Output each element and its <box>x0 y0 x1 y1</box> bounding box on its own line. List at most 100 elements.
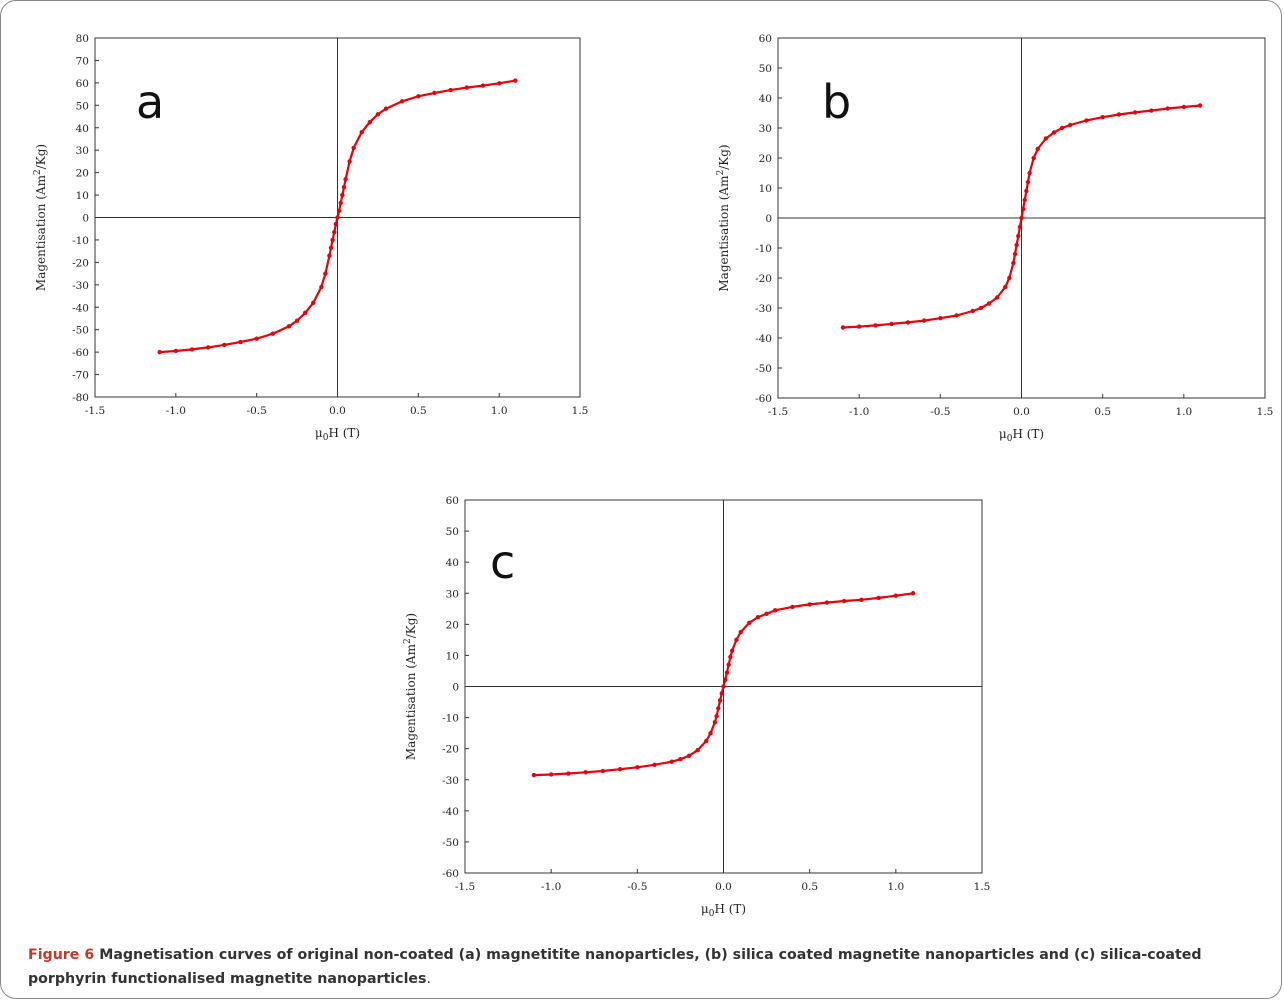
panel-b-x-tick-label: 1.5 <box>1257 406 1274 418</box>
panel-a-y-tick-label: -50 <box>72 325 89 337</box>
panel-b-data-point <box>1132 110 1138 115</box>
panel-a-data-point <box>332 229 337 235</box>
panel-b-data-point <box>1068 122 1073 128</box>
panel-b-data-point <box>1031 155 1036 161</box>
panel-a-data-point <box>513 78 518 83</box>
panel-b-x-tick-label: -1.5 <box>768 406 788 418</box>
panel-b-data-point <box>1014 242 1019 248</box>
panel-b-data-point <box>1181 104 1187 110</box>
panel-b-y-tick-label: 10 <box>759 183 772 195</box>
panel-a-data-point <box>270 331 276 336</box>
panel-a-data-point <box>343 177 348 182</box>
panel-a-data-point <box>338 200 343 206</box>
figure-caption: Figure 6 Magnetisation curves of origina… <box>28 943 1268 991</box>
panel-a-data-point <box>336 208 342 213</box>
panel-a-data-point <box>157 349 162 355</box>
panel-b-data-point <box>889 321 894 327</box>
panel-b-x-axis-title: μ0H (T) <box>999 427 1044 444</box>
panel-c-data-point <box>708 730 713 736</box>
panel-b-data-point <box>905 320 911 325</box>
panel-a-data-point <box>480 83 486 88</box>
panel-a-y-tick-label: 60 <box>76 78 89 90</box>
panel-a-data-point <box>416 94 421 99</box>
panel-a-data-point <box>448 87 453 93</box>
panel-a-data-point <box>327 253 332 258</box>
panel-a-x-tick-label: -1.5 <box>85 405 105 417</box>
panel-c-data-point <box>841 598 847 604</box>
panel-c-data-point <box>910 591 916 596</box>
panel-a-y-tick-label: 50 <box>76 100 89 112</box>
panel-c-data-point <box>723 677 728 682</box>
panel-c-data-point <box>566 771 571 776</box>
panel-b-y-tick-label: 40 <box>759 93 772 105</box>
panel-a-data-point <box>319 284 324 290</box>
panel-a-data-point <box>496 81 502 86</box>
panel-c-data-point <box>734 637 739 643</box>
panel-b-data-point <box>1043 136 1049 141</box>
panel-c-y-tick-label: 10 <box>446 650 459 662</box>
panel-a-y-tick-label: -10 <box>72 235 89 247</box>
panel-b-x-tick-label: 0.0 <box>1013 406 1030 418</box>
panel-a-data-point <box>173 348 179 354</box>
panel-b-y-tick-label: -30 <box>755 303 772 315</box>
panel-c-x-tick-label: 1.0 <box>887 881 904 893</box>
panel-b-data-point <box>1025 179 1031 185</box>
panel-a-data-point <box>347 159 352 164</box>
panel-a-x-tick-label: -1.0 <box>166 405 186 417</box>
panel-a-data-point <box>333 222 339 227</box>
figure-label: Figure 6 <box>28 947 95 963</box>
panel-a-y-tick-label: -30 <box>72 280 89 292</box>
panel-b-y-tick-label: -40 <box>755 333 772 345</box>
panel-b-x-tick-label: -0.5 <box>930 406 950 418</box>
panel-b-data-point <box>1149 108 1154 113</box>
panel-c-data-point <box>859 597 864 602</box>
panel-b-data-point <box>1016 233 1021 239</box>
panel-a-data-point <box>294 318 300 323</box>
panel-b-data-point <box>954 313 959 318</box>
panel-b-y-tick-label: -60 <box>755 393 772 405</box>
panel-c-data-point <box>719 691 724 696</box>
caption-end: . <box>426 971 432 987</box>
panel-b-data-point <box>1165 106 1170 111</box>
panel-c-y-tick-label: 50 <box>446 526 459 538</box>
panel-c-x-tick-label: 0.0 <box>715 881 732 893</box>
panel-c-y-tick-label: 30 <box>446 588 459 600</box>
panel-b-y-tick-label: 30 <box>759 123 772 135</box>
panel-c-y-tick-label: 60 <box>446 495 459 507</box>
panel-b-y-tick-label: 60 <box>759 33 772 45</box>
panel-b-data-point <box>1007 275 1012 281</box>
panel-b-data-point <box>1100 115 1105 120</box>
panel-b-x-tick-label: 1.0 <box>1175 406 1192 418</box>
panel-a-data-point <box>335 215 340 220</box>
panel-a-data-point <box>254 336 259 341</box>
panel-a-data-point <box>367 119 373 125</box>
panel-b-data-point <box>1011 260 1016 266</box>
panel-c-data-point <box>714 713 719 719</box>
panel-b-data-point <box>1022 197 1027 203</box>
panel-a-y-axis-title: Magentisation (Am2/Kg) <box>33 144 48 291</box>
panel-a-x-axis-title: μ0H (T) <box>315 426 360 443</box>
panel-c-data-point <box>738 629 743 635</box>
panel-a-y-tick-label: -40 <box>72 302 89 314</box>
panel-c-data-point <box>773 608 778 613</box>
panel-b-data-point <box>921 318 927 323</box>
panel-c-y-tick-label: -50 <box>442 837 459 849</box>
panel-b-data-point <box>1024 188 1029 194</box>
panel-a-x-tick-label: 1.0 <box>491 405 508 417</box>
panel-c-x-tick-label: -0.5 <box>627 881 647 893</box>
panel-c-data-point <box>728 654 733 660</box>
panel-c-data-point <box>755 614 761 620</box>
panel-c-data-point <box>712 720 718 725</box>
panel-c-data-point <box>678 757 683 762</box>
panel-a-data-point <box>323 271 328 276</box>
panel-a-data-point <box>340 192 345 198</box>
panel-c-data-point <box>724 670 730 675</box>
panel-b-data-point <box>978 305 984 311</box>
panel-b-data-point <box>873 323 878 328</box>
panel-a-y-tick-label: -80 <box>72 392 89 404</box>
panel-a-x-tick-label: 1.5 <box>572 405 589 417</box>
panel-c-x-tick-label: 1.5 <box>974 881 991 893</box>
panel-c-data-point <box>726 662 731 667</box>
